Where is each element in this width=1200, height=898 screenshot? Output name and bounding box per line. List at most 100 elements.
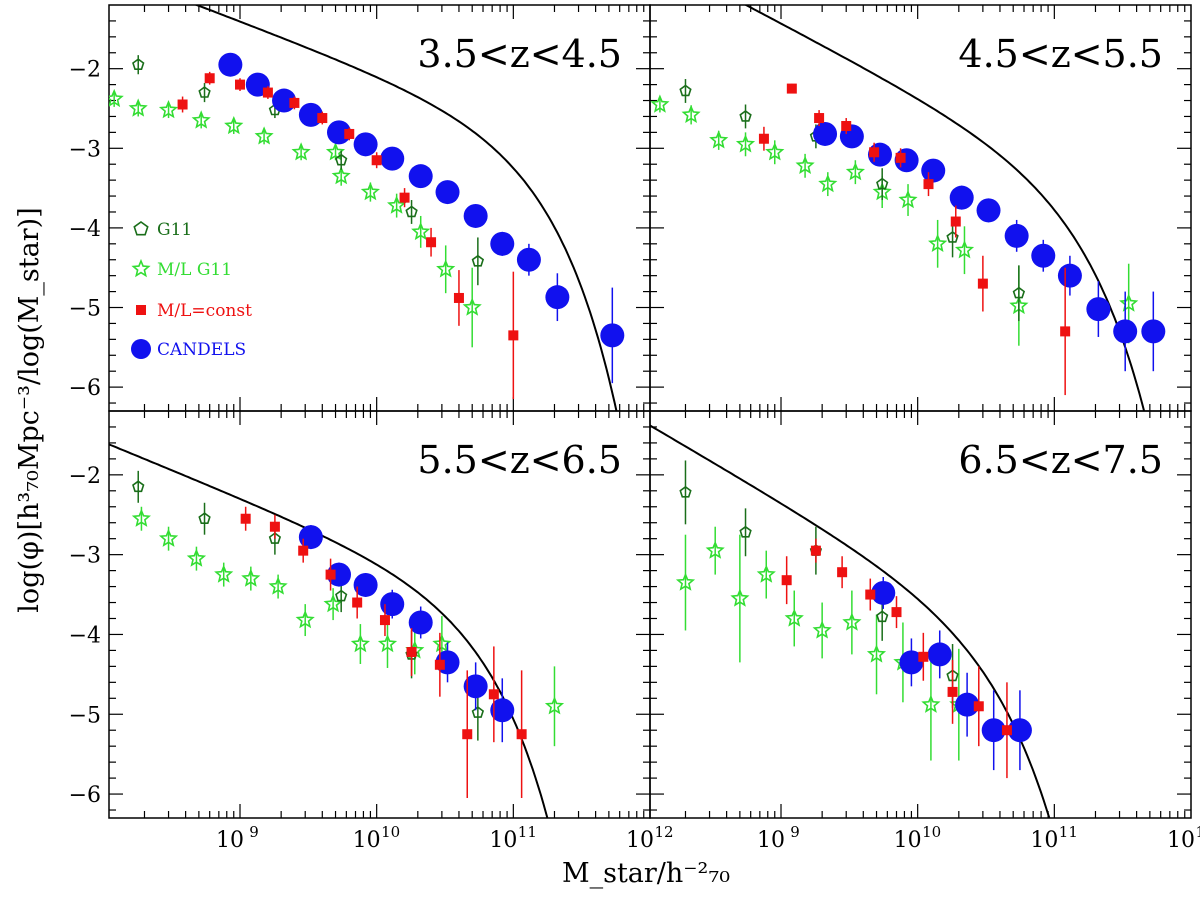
data-point <box>923 179 934 190</box>
data-point <box>508 330 519 341</box>
data-point <box>871 580 896 605</box>
data-point <box>973 701 984 712</box>
data-point <box>463 674 488 699</box>
panel-3: −2−3−4−5−610 9 10 10 10 11 10 125.5<z<6.5 <box>69 410 674 853</box>
data-point <box>976 198 1001 223</box>
data-point <box>218 52 243 77</box>
data-point <box>158 100 179 119</box>
x-tick-label-exponent: 11 <box>1059 823 1078 841</box>
data-point <box>1004 223 1029 248</box>
data-point <box>198 512 211 524</box>
series-m-l-g11 <box>131 506 565 747</box>
data-point <box>408 610 433 635</box>
legend-item-candels: CANDELS <box>131 339 246 360</box>
data-point <box>432 633 452 653</box>
data-point <box>544 696 565 715</box>
data-point <box>895 152 906 163</box>
data-point <box>317 113 328 124</box>
legend-marker <box>133 221 149 236</box>
data-point <box>928 233 948 253</box>
data-point <box>918 651 929 662</box>
data-point <box>837 567 848 578</box>
data-point <box>224 115 244 135</box>
y-tick-label: −3 <box>69 544 101 569</box>
data-point <box>955 692 980 717</box>
data-point <box>841 121 852 132</box>
data-point <box>254 126 274 145</box>
x-tick-label: 10 <box>626 828 654 853</box>
data-point <box>463 203 488 228</box>
legend-label: G11 <box>157 220 192 240</box>
data-point <box>436 259 456 278</box>
data-point <box>765 142 785 161</box>
data-point <box>335 153 348 166</box>
data-point <box>471 254 485 267</box>
data-point <box>899 650 924 675</box>
data-point <box>268 576 288 595</box>
data-point <box>490 698 515 723</box>
series-m-l-const <box>240 506 527 799</box>
panel-frame <box>649 410 1192 819</box>
data-point <box>709 130 729 149</box>
data-point <box>600 323 625 348</box>
data-point <box>516 247 541 272</box>
data-point <box>380 592 405 617</box>
schechter-fit-curve <box>743 5 1146 411</box>
legend-item-mlg11: M/L G11 <box>131 258 232 280</box>
data-point <box>377 633 398 653</box>
data-point <box>898 189 918 209</box>
ticks <box>109 411 650 818</box>
data-point <box>927 642 952 667</box>
data-point <box>730 588 750 607</box>
data-point <box>866 644 887 663</box>
data-point <box>109 88 124 108</box>
data-point <box>352 597 363 608</box>
data-point <box>921 694 941 713</box>
data-point <box>705 540 725 559</box>
data-point <box>471 706 485 718</box>
series-m-l-const <box>781 538 1012 779</box>
legend-label: M/L G11 <box>157 260 232 280</box>
ticks <box>650 5 1191 411</box>
data-point <box>350 633 370 653</box>
data-point <box>325 569 336 580</box>
data-point <box>950 216 961 227</box>
data-point <box>262 87 273 98</box>
schechter-fit-curve <box>194 5 618 411</box>
x-tick-label-exponent: 12 <box>1195 823 1200 841</box>
plot-area <box>650 424 1051 818</box>
data-point <box>379 615 390 626</box>
data-point <box>1031 243 1056 268</box>
series-candels <box>871 576 1032 771</box>
ticks <box>109 5 650 411</box>
data-point <box>298 545 309 556</box>
y-tick-label: −6 <box>69 376 101 401</box>
plot-area <box>109 5 625 411</box>
data-point <box>545 285 570 310</box>
schechter-fit-curve <box>650 424 1051 818</box>
series-m-l-const <box>758 83 1071 396</box>
schechter-fit-curve <box>109 443 549 818</box>
data-point <box>434 659 445 670</box>
data-point <box>214 564 234 583</box>
x-tick-label-exponent: 9 <box>790 823 800 841</box>
y-tick-label: −5 <box>69 297 101 322</box>
data-point <box>241 568 261 587</box>
x-tick-label-exponent: 10 <box>922 823 941 841</box>
data-point <box>344 128 355 139</box>
data-point <box>1119 293 1139 312</box>
data-point <box>295 609 315 629</box>
series-m-l-g11 <box>675 526 969 761</box>
y-tick-label: −5 <box>69 703 101 728</box>
data-point <box>810 545 821 556</box>
data-point <box>813 121 838 146</box>
data-point <box>739 525 752 538</box>
data-point <box>516 729 527 740</box>
data-point <box>371 155 382 166</box>
panel-title: 5.5<z<6.5 <box>417 438 622 482</box>
data-point <box>298 102 323 127</box>
data-point <box>177 99 188 110</box>
legend-marker <box>131 339 151 359</box>
legend-item-mlconst: M/L=const <box>136 301 252 321</box>
data-point <box>426 237 437 248</box>
